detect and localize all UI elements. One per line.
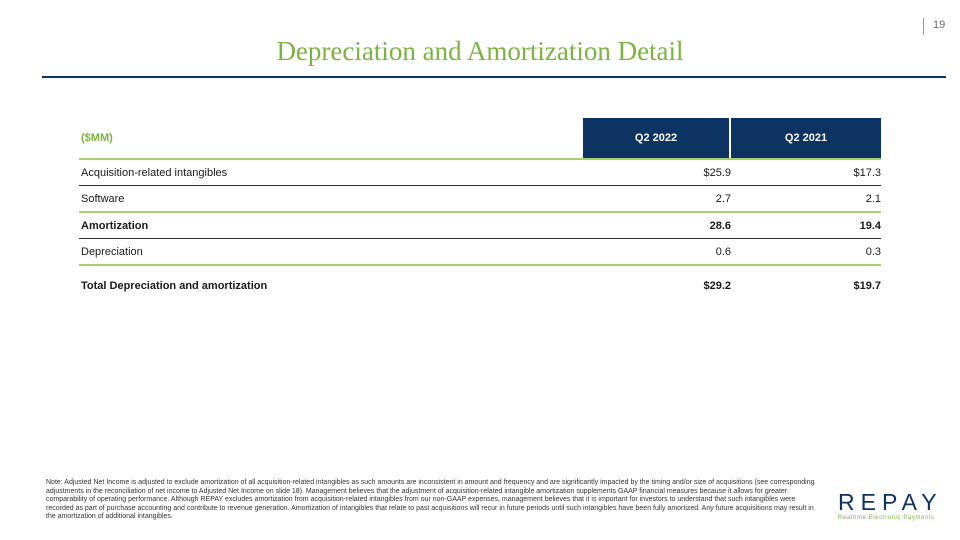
title-divider	[42, 76, 946, 78]
row-label: Acquisition-related intangibles	[81, 167, 228, 179]
depreciation-table: ($MM) Q2 2022 Q2 2021 Acquisition-relate…	[79, 118, 881, 306]
cell-q2-2022: 28.6	[709, 220, 731, 232]
cell-q2-2022: $25.9	[703, 167, 731, 179]
cell-q2-2021: 0.3	[865, 246, 881, 258]
cell-q2-2022: 0.6	[715, 246, 731, 258]
page-number: 19	[933, 19, 946, 31]
footnote: Note: Adjusted Net Income is adjusted to…	[46, 479, 815, 520]
cell-q2-2021: $17.3	[853, 167, 881, 179]
slide-title: Depreciation and Amortization Detail	[276, 36, 684, 66]
row-label: Depreciation	[81, 246, 143, 258]
total-q2-2021: $19.7	[853, 280, 881, 292]
row-label: Amortization	[81, 220, 149, 232]
header-divider	[79, 158, 881, 160]
total-q2-2022: $29.2	[703, 280, 731, 292]
logo-wordmark: REPAY	[838, 489, 943, 515]
row-divider	[79, 238, 881, 239]
table-row: Amortization 28.6 19.4	[79, 213, 881, 238]
table-row: Acquisition-related intangibles $25.9 $1…	[79, 160, 881, 185]
table-header: ($MM) Q2 2022 Q2 2021	[79, 118, 881, 158]
logo-tagline: Realtime Electronic Payments	[838, 515, 935, 521]
cell-q2-2021: 19.4	[859, 220, 881, 232]
row-label: Software	[81, 193, 125, 205]
table-row: Depreciation 0.6 0.3	[79, 239, 881, 264]
column-header-q2-2022: Q2 2022	[583, 118, 729, 158]
row-divider	[79, 211, 881, 213]
row-divider	[79, 185, 881, 186]
unit-label: ($MM)	[81, 132, 113, 144]
page-number-divider	[923, 18, 924, 35]
cell-q2-2021: 2.1	[865, 193, 881, 205]
table-row: Software 2.7 2.1	[79, 186, 881, 211]
total-label: Total Depreciation and amortization	[81, 280, 268, 292]
cell-q2-2022: 2.7	[715, 193, 731, 205]
column-header-q2-2021: Q2 2021	[731, 118, 881, 158]
table-total-row: Total Depreciation and amortization $29.…	[79, 266, 881, 306]
repay-logo: REPAY Realtime Electronic Payments	[838, 490, 946, 521]
row-divider	[79, 264, 881, 266]
